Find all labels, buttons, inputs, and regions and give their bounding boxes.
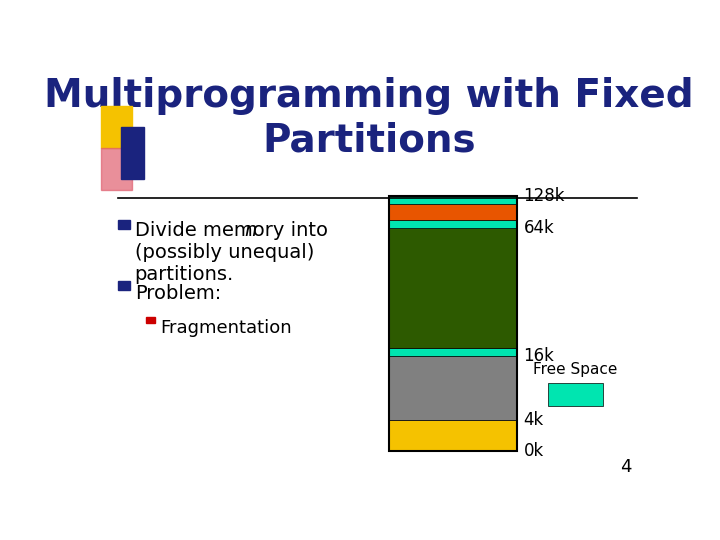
Bar: [389, 196, 517, 204]
Bar: [389, 356, 517, 420]
Text: 4: 4: [620, 458, 631, 476]
Text: Free Space: Free Space: [534, 362, 618, 377]
Bar: [389, 196, 517, 451]
Text: 0k: 0k: [523, 442, 544, 461]
Text: 128k: 128k: [523, 187, 565, 205]
Bar: [118, 220, 130, 229]
Bar: [118, 281, 130, 290]
Bar: [389, 220, 517, 228]
Bar: [121, 127, 144, 179]
Text: (possibly unequal): (possibly unequal): [135, 243, 314, 262]
Bar: [101, 106, 132, 148]
Text: Multiprogramming with Fixed
Partitions: Multiprogramming with Fixed Partitions: [44, 77, 694, 159]
Bar: [389, 228, 517, 348]
Text: 64k: 64k: [523, 219, 554, 237]
Bar: [145, 317, 155, 323]
Bar: [547, 383, 603, 406]
Bar: [389, 420, 517, 451]
Text: Fragmentation: Fragmentation: [160, 319, 292, 338]
Bar: [101, 148, 132, 190]
Text: Problem:: Problem:: [135, 285, 221, 303]
Text: partitions.: partitions.: [135, 265, 234, 284]
Text: Divide memory into: Divide memory into: [135, 221, 334, 240]
Text: n: n: [244, 221, 256, 240]
Bar: [389, 348, 517, 356]
Text: 4k: 4k: [523, 410, 544, 429]
Text: 16k: 16k: [523, 347, 554, 364]
Bar: [389, 204, 517, 220]
